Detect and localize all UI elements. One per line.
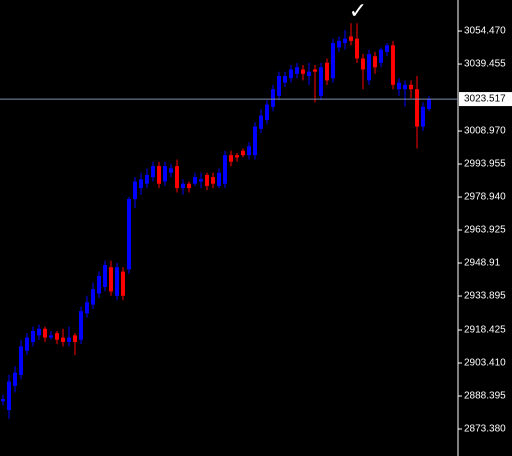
candle-body: [145, 174, 149, 184]
y-tick-label: 2948.91: [464, 258, 501, 269]
candle-body: [169, 168, 173, 173]
candle-body: [139, 179, 143, 189]
candle-body: [211, 177, 215, 184]
candle-body: [295, 67, 299, 74]
candle-body: [373, 56, 377, 68]
candle-body: [163, 166, 167, 182]
candle-body: [55, 333, 59, 340]
candle-body: [61, 337, 65, 342]
candle-body: [43, 328, 47, 338]
y-tick-label: 2903.410: [464, 358, 506, 369]
candle-body: [175, 166, 179, 189]
candle-body: [385, 45, 389, 52]
candle-body: [49, 335, 53, 338]
candle-body: [331, 43, 335, 79]
candle-body: [283, 76, 287, 83]
y-tick-label: 2873.380: [464, 424, 506, 435]
candle-body: [421, 106, 425, 127]
current-price-box: [459, 92, 512, 107]
candle-body: [151, 166, 155, 178]
candle-body: [25, 337, 29, 351]
candle-body: [343, 38, 347, 44]
candle-body: [229, 155, 233, 162]
candle-body: [91, 289, 95, 305]
candle-body: [349, 36, 353, 41]
candle-body: [415, 89, 419, 127]
candle-body: [259, 115, 263, 129]
candle-body: [67, 337, 71, 342]
y-tick-label: 3008.970: [464, 126, 506, 137]
candle-body: [307, 71, 311, 77]
candle-body: [223, 155, 227, 184]
y-tick-label: 3054.470: [464, 26, 506, 37]
candle-body: [397, 82, 401, 90]
candle-body: [157, 166, 161, 184]
candle-body: [115, 267, 119, 296]
candle-body: [241, 150, 245, 156]
candle-body: [187, 183, 191, 189]
candle-body: [379, 49, 383, 63]
candle-body: [301, 69, 305, 74]
candle-body: [277, 76, 281, 96]
annotation: ✓: [349, 0, 367, 23]
candle-body: [325, 62, 329, 81]
candle-body: [13, 372, 17, 386]
candle-body: [85, 302, 89, 314]
y-tick-label: 2918.425: [464, 325, 506, 336]
y-tick-label: 2993.955: [464, 159, 506, 170]
candle-body: [1, 399, 5, 402]
candle-body: [103, 265, 107, 288]
y-tick-label: 2888.395: [464, 391, 506, 402]
candle-body: [427, 99, 431, 110]
candle-body: [361, 58, 365, 70]
candle-body: [355, 38, 359, 59]
candle-body: [133, 181, 137, 200]
candle-body: [391, 45, 395, 85]
candle-body: [205, 174, 209, 186]
candle-body: [97, 276, 101, 294]
candle-body: [73, 335, 77, 342]
candle-body: [271, 89, 275, 107]
current-price-label: 3023.517: [464, 94, 506, 105]
candle-body: [31, 330, 35, 342]
candle-body: [193, 177, 197, 184]
candle-body: [265, 104, 269, 120]
candle-body: [79, 311, 83, 340]
y-tick-label: 3039.455: [464, 59, 506, 70]
candle-body: [7, 381, 11, 411]
candle-body: [313, 69, 317, 72]
y-tick-label: 2963.925: [464, 225, 506, 236]
candle-body: [199, 179, 203, 182]
candle-body: [37, 328, 41, 336]
candle-body: [121, 271, 125, 296]
candle-body: [409, 84, 413, 90]
candle-body: [247, 146, 251, 156]
candle-body: [235, 155, 239, 158]
candle-body: [403, 84, 407, 90]
candle-body: [289, 69, 293, 79]
candle-body: [337, 40, 341, 48]
candle-body: [217, 172, 221, 186]
candle-body: [253, 126, 257, 156]
y-tick-label: 2933.895: [464, 291, 506, 302]
y-tick-label: 2978.940: [464, 192, 506, 203]
candle-body: [181, 183, 185, 189]
candle-body: [367, 54, 371, 81]
candle-body: [109, 267, 113, 292]
candle-body: [19, 346, 23, 375]
candle-body: [127, 199, 131, 270]
candle-body: [319, 67, 323, 96]
